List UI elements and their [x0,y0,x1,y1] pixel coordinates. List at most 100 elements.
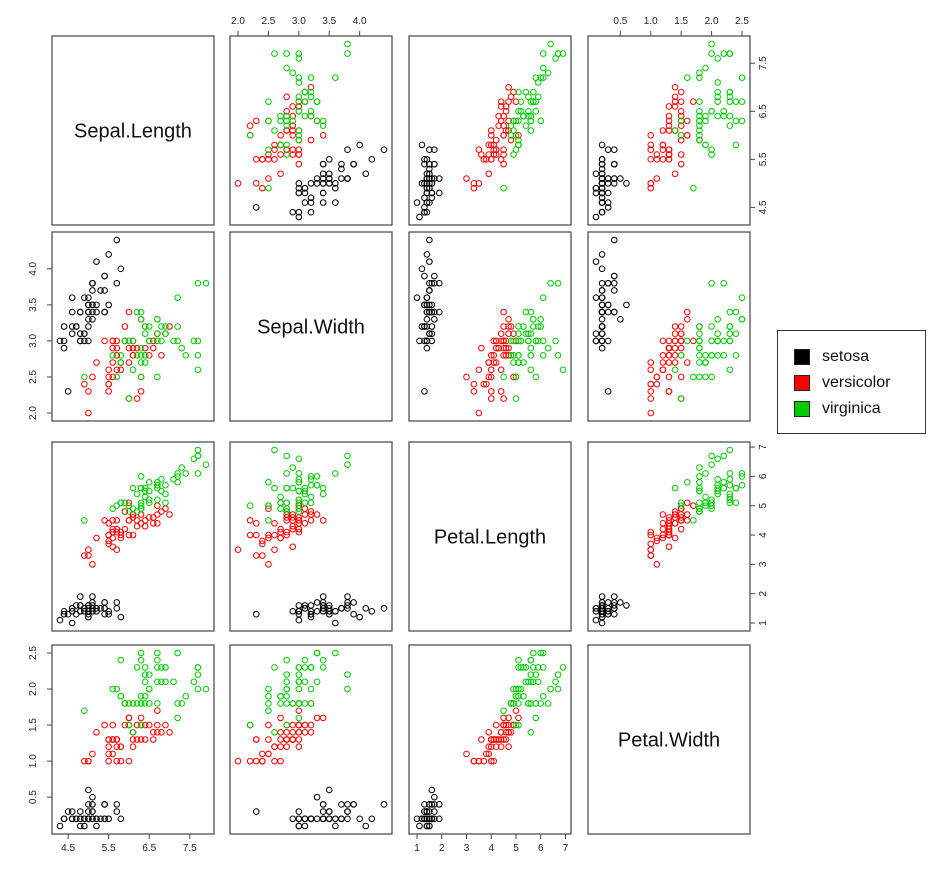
point-setosa [623,301,630,309]
point-virginica [265,117,272,125]
point-virginica [332,74,339,81]
point-setosa [604,301,612,309]
point-setosa [416,337,423,345]
point-versicolor [470,757,478,765]
point-virginica [544,344,552,352]
point-setosa [592,616,600,624]
point-virginica [720,279,728,287]
point-virginica [708,352,715,359]
point-virginica [537,74,545,81]
point-virginica [295,470,303,477]
point-setosa [289,208,297,216]
point-setosa [81,294,88,301]
point-versicolor [690,337,697,345]
point-setosa [598,180,606,187]
point-virginica [552,678,559,686]
point-versicolor [665,525,673,533]
point-virginica [283,499,290,507]
point-setosa [93,822,100,830]
point-virginica [500,184,507,192]
point-versicolor [109,750,117,758]
point-virginica [512,692,520,700]
point-setosa [426,815,433,823]
point-versicolor [319,714,327,722]
point-versicolor [289,525,297,533]
point-versicolor [478,344,485,352]
tick-label-bottom-petal-length: 6 [538,843,544,854]
point-versicolor [475,180,483,187]
point-setosa [60,610,68,618]
point-virginica [702,141,709,149]
point-setosa [610,175,618,182]
point-versicolor [117,743,125,751]
point-virginica [696,478,703,486]
point-virginica [301,656,309,664]
point-setosa [76,815,84,823]
point-versicolor [482,156,490,163]
point-versicolor [85,388,92,395]
point-versicolor [653,175,661,182]
point-virginica [714,112,721,120]
point-setosa [435,815,443,823]
point-virginica [313,649,321,657]
point-versicolor [492,337,500,345]
panel-r2-c1 [229,441,393,632]
point-versicolor [505,330,512,338]
point-setosa [319,808,327,815]
point-virginica [313,98,321,105]
point-versicolor [113,337,121,345]
point-versicolor [647,132,655,139]
point-versicolor [665,344,673,352]
point-versicolor [101,337,108,345]
point-setosa [113,605,121,612]
point-versicolor [234,180,242,187]
point-setosa [428,815,436,823]
point-versicolor [145,352,153,359]
point-setosa [301,822,309,830]
panel-r2-c0 [51,441,215,632]
point-virginica [141,692,149,700]
point-virginica [332,470,339,477]
point-virginica [277,493,284,501]
point-versicolor [500,323,507,330]
point-versicolor [671,534,679,542]
panel-r0-c1 [229,35,393,226]
point-virginica [726,98,734,105]
point-virginica [696,136,703,144]
point-virginica [714,337,721,345]
variable-label-sepal-length: Sepal.Length [74,121,192,143]
tick-label-left-sepal-width: 3.5 [28,297,39,311]
point-virginica [547,40,554,48]
point-virginica [512,395,520,402]
point-virginica [702,502,709,510]
point-virginica [708,107,715,115]
point-versicolor [647,141,655,149]
point-virginica [307,74,315,81]
point-setosa [610,287,618,294]
point-versicolor [93,534,100,542]
point-virginica [537,315,545,323]
point-virginica [530,678,537,686]
point-virginica [732,117,740,125]
panel-r1-c1: Sepal.Width [229,231,393,422]
point-setosa [76,822,84,830]
panel-r0-c0: Sepal.Length [51,35,215,226]
point-virginica [174,470,181,477]
point-versicolor [252,531,260,539]
point-virginica [677,132,685,139]
point-setosa [617,599,624,606]
point-virginica [283,112,290,120]
point-versicolor [265,721,272,729]
point-virginica [283,452,290,460]
point-virginica [295,664,303,671]
point-setosa [60,815,68,823]
point-setosa [301,815,309,823]
point-virginica [696,337,703,345]
point-versicolor [301,505,309,512]
point-setosa [332,199,339,206]
point-versicolor [295,517,303,524]
point-virginica [696,499,703,507]
point-versicolor [105,373,112,381]
point-virginica [539,294,547,301]
point-setosa [89,301,96,309]
